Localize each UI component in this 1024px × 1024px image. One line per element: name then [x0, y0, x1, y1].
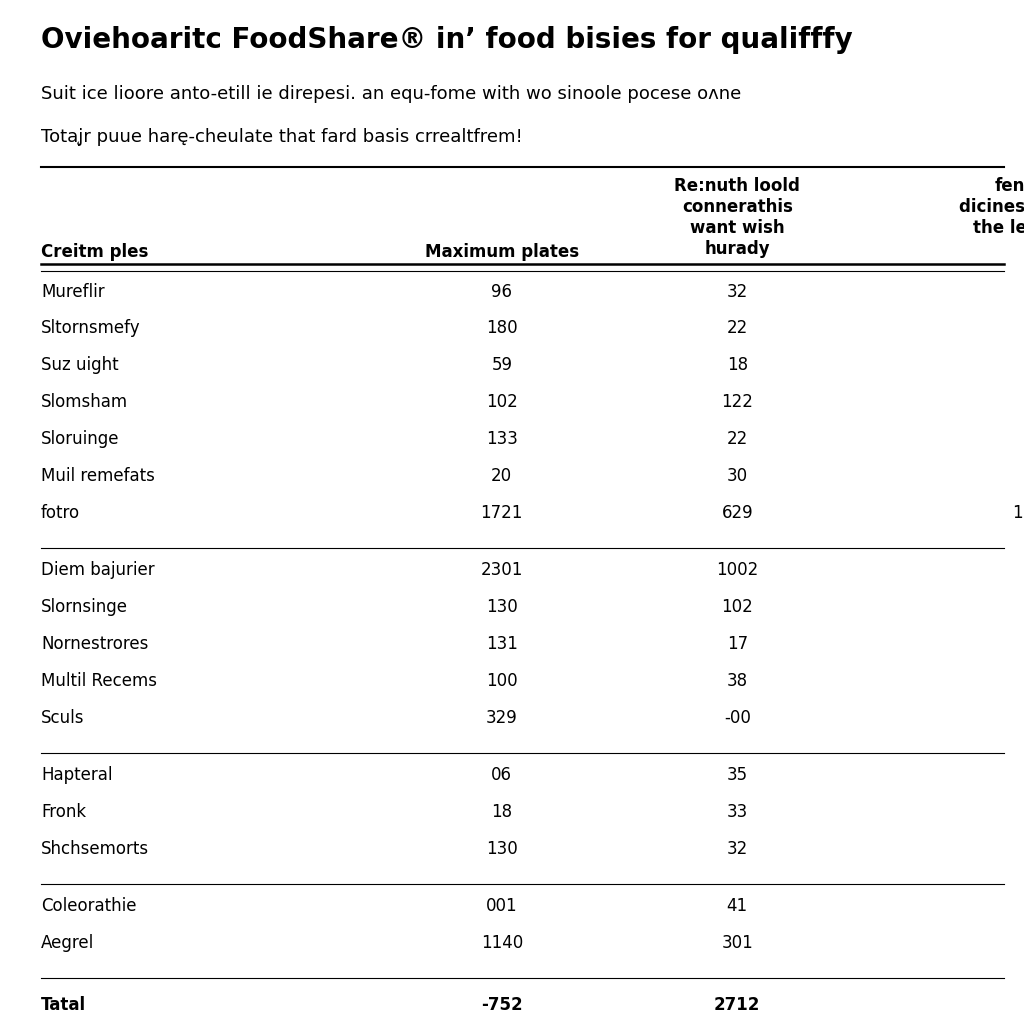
- Text: 1140: 1140: [480, 934, 523, 952]
- Text: 1002: 1002: [716, 561, 759, 580]
- Text: 30: 30: [727, 467, 748, 485]
- Text: 329: 329: [485, 709, 518, 727]
- Text: Fronk: Fronk: [41, 803, 86, 821]
- Text: Oviehoaritc FoodShare® in’ food bisies for qualifffy: Oviehoaritc FoodShare® in’ food bisies f…: [41, 26, 853, 53]
- Text: Totaj̨r puue harę-cheulate that fard basis crrealtfrem!: Totaj̨r puue harę-cheulate that fard ba…: [41, 128, 522, 146]
- Text: 133: 133: [485, 430, 518, 449]
- Text: 102: 102: [485, 393, 518, 412]
- Text: 122: 122: [721, 393, 754, 412]
- Text: 33: 33: [727, 803, 748, 821]
- Text: Aegrel: Aegrel: [41, 934, 94, 952]
- Text: Slomsham: Slomsham: [41, 393, 128, 412]
- Text: Sloruinge: Sloruinge: [41, 430, 120, 449]
- Text: 22: 22: [727, 430, 748, 449]
- Text: 18: 18: [727, 356, 748, 375]
- Text: 001: 001: [486, 897, 517, 915]
- Text: Suz uight: Suz uight: [41, 356, 119, 375]
- Text: 1721: 1721: [480, 504, 523, 522]
- Text: 131: 131: [485, 635, 518, 653]
- Text: 06: 06: [492, 766, 512, 784]
- Text: Sculs: Sculs: [41, 709, 84, 727]
- Text: Re:nuth loold
connerathis
want wish
hurady: Re:nuth loold connerathis want wish hura…: [675, 177, 800, 258]
- Text: 59: 59: [492, 356, 512, 375]
- Text: 17: 17: [727, 635, 748, 653]
- Text: Diem bajurier: Diem bajurier: [41, 561, 155, 580]
- Text: -752: -752: [481, 996, 522, 1015]
- Text: 35: 35: [727, 766, 748, 784]
- Text: Maximum plates: Maximum plates: [425, 243, 579, 261]
- Text: 180: 180: [486, 319, 517, 338]
- Text: 38: 38: [727, 672, 748, 690]
- Text: Suit ice lioore anto-etill ie direpesi. an equ-fome with wo sinoole pocese oʌne: Suit ice lioore anto-etill ie direpesi. …: [41, 85, 741, 103]
- Text: 100: 100: [486, 672, 517, 690]
- Text: Coleorathie: Coleorathie: [41, 897, 136, 915]
- Text: 130: 130: [485, 840, 518, 858]
- Text: 113.9: 113.9: [1012, 504, 1024, 522]
- Text: 301: 301: [721, 934, 754, 952]
- Text: fenefly
diciness of
the lenils: fenefly diciness of the lenils: [959, 177, 1024, 237]
- Text: Slornsinge: Slornsinge: [41, 598, 128, 616]
- Text: Hapteral: Hapteral: [41, 766, 113, 784]
- Text: fotro: fotro: [41, 504, 80, 522]
- Text: Tatal: Tatal: [41, 996, 86, 1015]
- Text: Nornestrores: Nornestrores: [41, 635, 148, 653]
- Text: Multil Recems: Multil Recems: [41, 672, 157, 690]
- Text: Creitm ples: Creitm ples: [41, 243, 148, 261]
- Text: 102: 102: [721, 598, 754, 616]
- Text: Muil remefats: Muil remefats: [41, 467, 155, 485]
- Text: 32: 32: [727, 283, 748, 301]
- Text: Shchsemorts: Shchsemorts: [41, 840, 150, 858]
- Text: 32: 32: [727, 840, 748, 858]
- Text: 2712: 2712: [714, 996, 761, 1015]
- Text: 2301: 2301: [480, 561, 523, 580]
- Text: -00: -00: [724, 709, 751, 727]
- Text: 41: 41: [727, 897, 748, 915]
- Text: 629: 629: [722, 504, 753, 522]
- Text: 20: 20: [492, 467, 512, 485]
- Text: 18: 18: [492, 803, 512, 821]
- Text: Sltornsmefy: Sltornsmefy: [41, 319, 140, 338]
- Text: 96: 96: [492, 283, 512, 301]
- Text: 22: 22: [727, 319, 748, 338]
- Text: Mureflir: Mureflir: [41, 283, 104, 301]
- Text: 130: 130: [485, 598, 518, 616]
